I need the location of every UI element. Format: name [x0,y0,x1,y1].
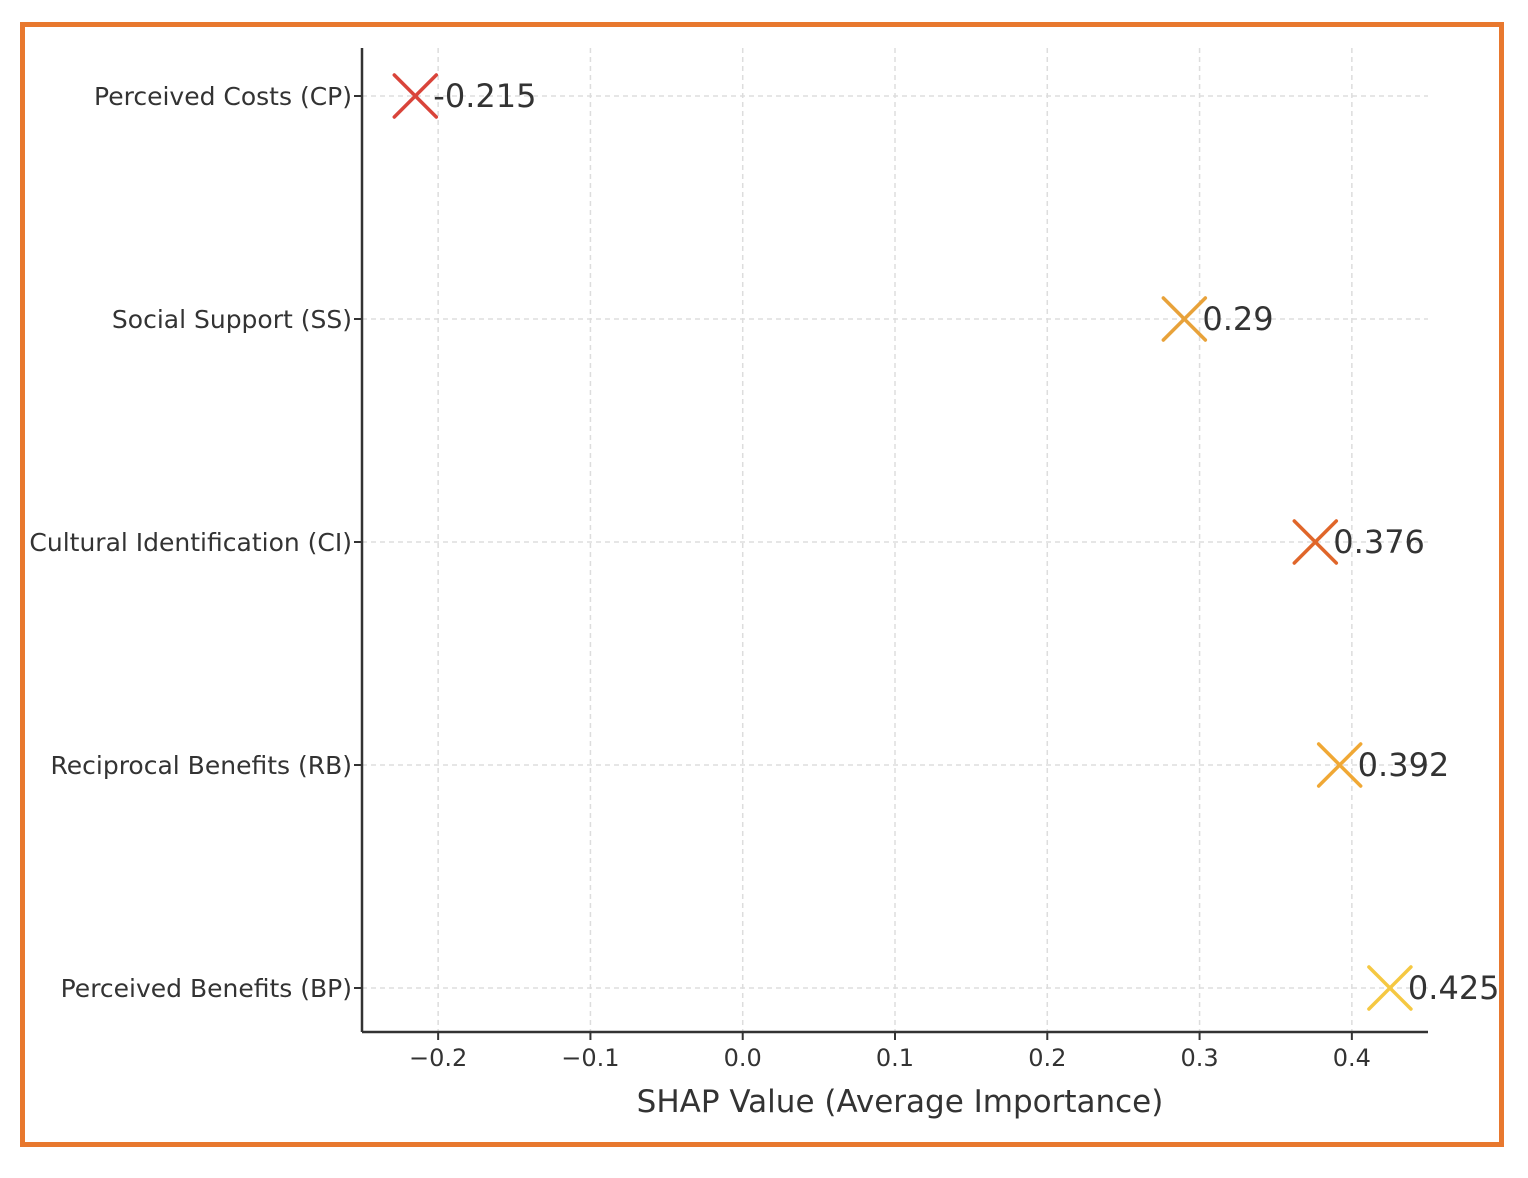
data-markers [392,73,1413,1011]
x-tick-label: −0.1 [561,1044,619,1072]
data-label: 0.392 [1358,746,1450,784]
data-point-marker [1292,519,1339,565]
y-category-labels: Perceived Costs (CP) Social Support (SS) C… [29,82,352,1003]
data-point-marker [392,73,439,119]
marker-stroke [1292,519,1339,565]
y-category-label: Perceived Costs (CP) [94,82,352,111]
chart-frame [20,22,1504,1147]
x-tick-labels: −0.2 −0.1 0.0 0.1 0.2 0.3 0.4 [409,1044,1371,1072]
marker-stroke [392,73,439,119]
data-label: 0.376 [1333,523,1425,561]
y-category-label: Reciprocal Benefits (RB) [51,751,352,780]
marker-stroke [1161,296,1208,342]
y-category-label: Cultural Identification (CI) [29,528,352,557]
x-tick-label: 0.4 [1333,1044,1371,1072]
x-tick-label: 0.2 [1028,1044,1066,1072]
axes [354,48,1428,1040]
y-category-label: Social Support (SS) [112,305,352,334]
grid [362,48,1428,1032]
data-point-marker [1316,742,1363,788]
x-tick-label: 0.3 [1180,1044,1218,1072]
data-label: 0.425 [1408,969,1500,1007]
x-tick-label: 0.1 [876,1044,914,1072]
y-category-label: Perceived Benefits (BP) [61,974,352,1003]
data-label: -0.215 [433,77,536,115]
data-label: 0.29 [1202,300,1273,338]
data-point-marker [1161,296,1208,342]
x-tick-label: −0.2 [409,1044,467,1072]
marker-stroke [1367,965,1413,1011]
x-axis-title: SHAP Value (Average Importance) [637,1084,1164,1120]
marker-stroke [1316,742,1363,788]
data-labels: -0.215 0.29 0.376 0.392 0.425 [433,77,1499,1007]
x-tick-label: 0.0 [724,1044,762,1072]
data-point-marker [1367,965,1413,1011]
